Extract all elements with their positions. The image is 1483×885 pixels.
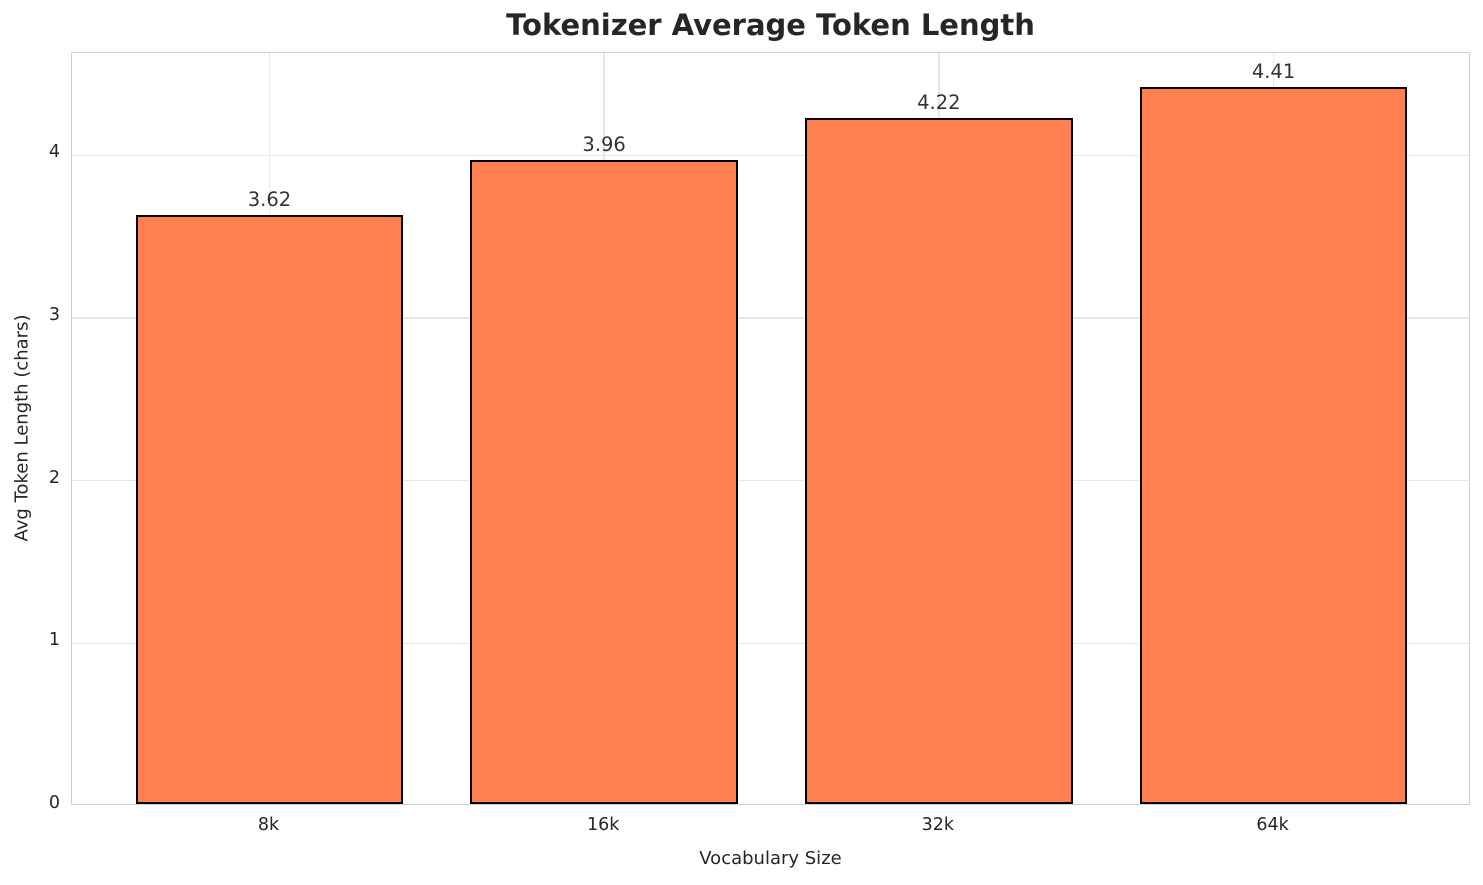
x-axis-label: Vocabulary Size xyxy=(699,848,842,869)
bar-value-label: 4.22 xyxy=(917,90,961,114)
chart-title: Tokenizer Average Token Length xyxy=(506,8,1035,42)
y-tick-label: 1 xyxy=(48,630,60,651)
y-axis-label-text: Avg Token Length (chars) xyxy=(11,314,33,542)
x-tick-label: 64k xyxy=(1256,815,1289,835)
y-tick-label: 2 xyxy=(48,467,60,488)
h-gridline xyxy=(72,317,1469,319)
bar xyxy=(135,215,404,804)
bar-value-label: 4.41 xyxy=(1251,59,1296,83)
h-gridline xyxy=(72,642,1469,645)
plot-area: 3.62 3.96 4.22 4.41 xyxy=(71,52,1470,805)
bar-value-label: 3.62 xyxy=(247,188,292,212)
x-tick-label: 8k xyxy=(257,815,280,835)
x-tick-label: 16k xyxy=(586,815,620,835)
y-tick-label: 4 xyxy=(48,142,60,163)
y-tick-label: 3 xyxy=(48,305,60,326)
bar xyxy=(470,159,739,804)
h-gridline xyxy=(72,154,1469,157)
bar xyxy=(1139,86,1408,804)
bar xyxy=(804,117,1073,804)
h-gridline xyxy=(72,479,1469,482)
y-tick-label: 0 xyxy=(48,793,60,813)
bar-value-label: 3.96 xyxy=(582,132,626,156)
x-tick-label: 32k xyxy=(921,815,955,835)
